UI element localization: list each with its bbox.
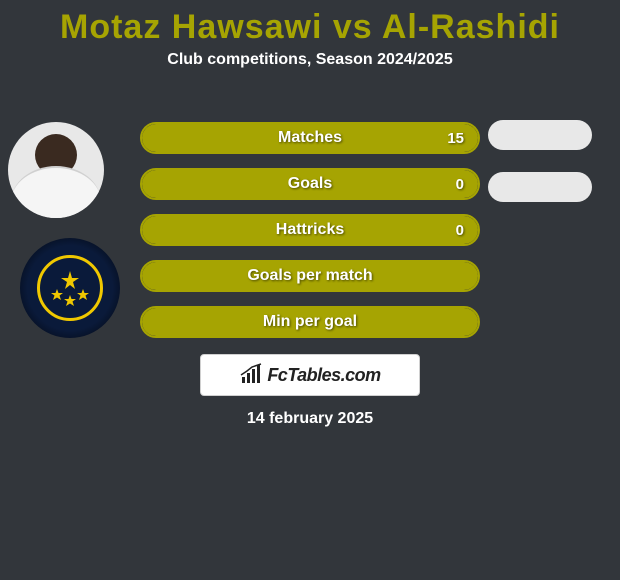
badge-stars-icon: [47, 265, 93, 311]
right-pills: [488, 120, 592, 224]
club-badge: [20, 238, 120, 338]
brand-text: FcTables.com: [267, 365, 380, 386]
footer-date: 14 february 2025: [0, 410, 620, 428]
stat-label: Goals per match: [247, 267, 372, 285]
stat-row-goals: Goals 0: [140, 168, 480, 200]
page-subtitle: Club competitions, Season 2024/2025: [0, 51, 620, 69]
chart-icon: [239, 363, 263, 387]
stat-row-matches: Matches 15: [140, 122, 480, 154]
stat-value: 0: [456, 176, 464, 193]
stat-row-min-per-goal: Min per goal: [140, 306, 480, 338]
stat-label: Goals: [288, 175, 332, 193]
pill-1: [488, 120, 592, 150]
avatars-column: [8, 122, 120, 338]
club-badge-inner: [37, 255, 103, 321]
brand-badge: FcTables.com: [200, 354, 420, 396]
stat-value: 0: [456, 222, 464, 239]
stat-row-goals-per-match: Goals per match: [140, 260, 480, 292]
page-title: Motaz Hawsawi vs Al-Rashidi: [0, 0, 620, 47]
stat-row-hattricks: Hattricks 0: [140, 214, 480, 246]
player-avatar: [8, 122, 104, 218]
stat-value: 15: [447, 130, 464, 147]
stat-label: Hattricks: [276, 221, 344, 239]
pill-2: [488, 172, 592, 202]
stat-label: Matches: [278, 129, 342, 147]
stat-label: Min per goal: [263, 313, 357, 331]
stat-bars: Matches 15 Goals 0 Hattricks 0 Goals per…: [140, 122, 480, 352]
